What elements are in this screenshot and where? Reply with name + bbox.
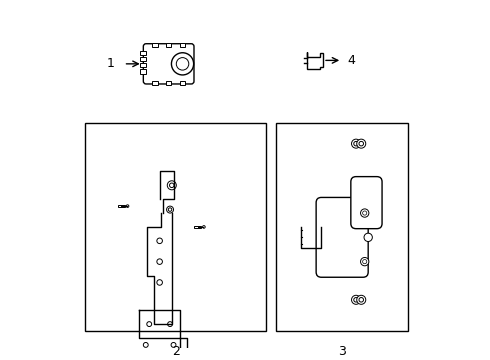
Bar <box>85 123 266 331</box>
Circle shape <box>351 139 361 148</box>
FancyBboxPatch shape <box>351 177 382 229</box>
Text: 1: 1 <box>107 57 115 70</box>
Bar <box>152 43 158 47</box>
Circle shape <box>126 205 129 207</box>
Circle shape <box>364 233 372 242</box>
Circle shape <box>359 298 364 302</box>
Circle shape <box>357 295 366 304</box>
Bar <box>276 123 408 331</box>
Bar <box>166 43 172 47</box>
Circle shape <box>363 211 367 215</box>
Circle shape <box>176 58 189 70</box>
Bar <box>140 69 147 73</box>
Circle shape <box>354 141 358 146</box>
Bar <box>166 81 172 85</box>
Circle shape <box>361 257 369 266</box>
Bar <box>118 205 125 207</box>
Circle shape <box>170 183 174 188</box>
Bar <box>140 63 147 67</box>
Bar <box>152 81 158 85</box>
Circle shape <box>144 342 148 347</box>
Circle shape <box>172 53 194 75</box>
Circle shape <box>167 181 176 190</box>
Text: 4: 4 <box>347 54 355 67</box>
Circle shape <box>357 139 366 148</box>
Circle shape <box>359 141 364 146</box>
Bar <box>140 57 147 61</box>
FancyBboxPatch shape <box>144 44 194 84</box>
Bar <box>140 51 147 55</box>
Circle shape <box>167 206 173 213</box>
Bar <box>195 226 201 228</box>
Polygon shape <box>307 52 323 69</box>
Bar <box>180 81 185 85</box>
Circle shape <box>157 280 162 285</box>
Circle shape <box>351 295 361 304</box>
Bar <box>180 43 185 47</box>
Text: 3: 3 <box>338 345 346 358</box>
Circle shape <box>363 260 367 264</box>
Circle shape <box>157 238 162 244</box>
FancyBboxPatch shape <box>316 197 368 277</box>
Text: 2: 2 <box>172 345 179 358</box>
Circle shape <box>171 342 176 347</box>
Circle shape <box>361 209 369 217</box>
Circle shape <box>157 259 162 264</box>
Circle shape <box>168 322 172 327</box>
Circle shape <box>168 208 172 211</box>
Circle shape <box>147 322 152 327</box>
Circle shape <box>202 226 205 228</box>
Circle shape <box>354 298 358 302</box>
